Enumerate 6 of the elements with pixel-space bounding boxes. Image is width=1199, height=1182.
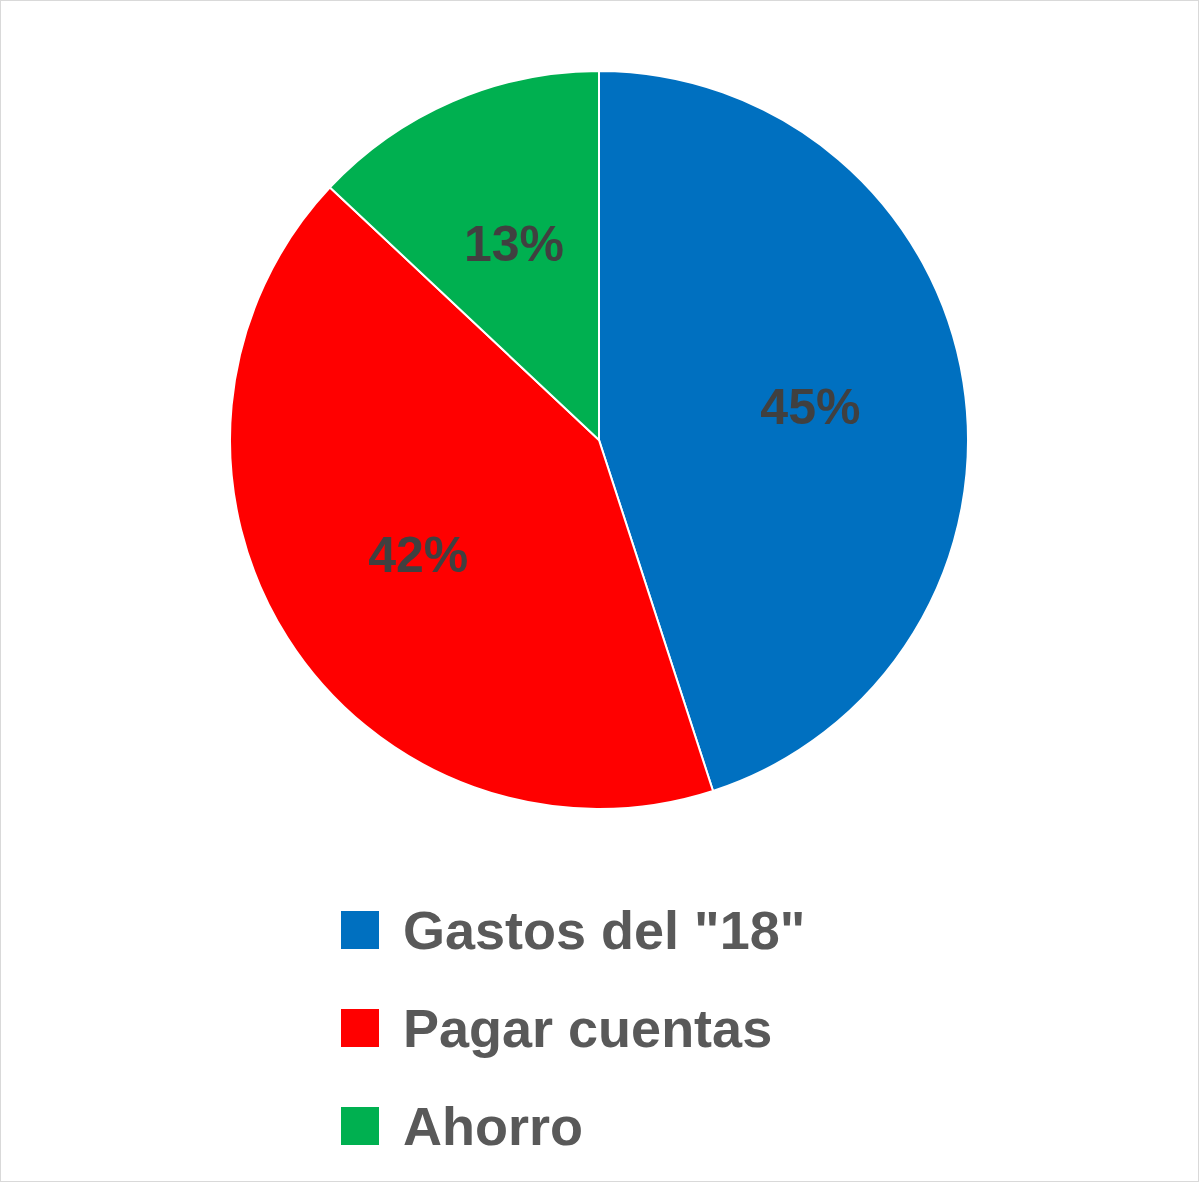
legend-label: Pagar cuentas <box>403 998 773 1058</box>
data-label: 42% <box>368 526 469 583</box>
legend-label: Gastos del "18" <box>403 900 806 960</box>
data-label: 45% <box>760 378 861 435</box>
legend-label: Ahorro <box>403 1096 583 1156</box>
data-label: 13% <box>463 215 565 272</box>
